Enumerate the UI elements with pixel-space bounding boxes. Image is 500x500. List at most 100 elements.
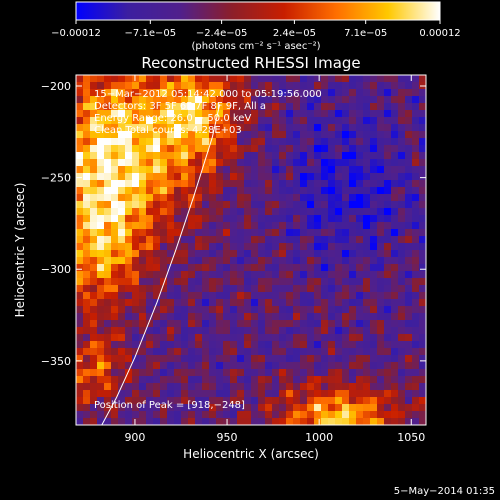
- heatmap-cell: [153, 82, 161, 90]
- heatmap-cell: [356, 201, 364, 209]
- heatmap-cell: [398, 215, 406, 223]
- heatmap-cell: [293, 194, 301, 202]
- heatmap-cell: [307, 103, 315, 111]
- heatmap-cell: [223, 411, 231, 419]
- heatmap-cell: [202, 117, 210, 125]
- heatmap-cell: [181, 173, 189, 181]
- heatmap-cell: [391, 180, 399, 188]
- heatmap-cell: [223, 292, 231, 300]
- heatmap-cell: [76, 215, 84, 223]
- heatmap-cell: [398, 278, 406, 286]
- heatmap-cell: [146, 327, 154, 335]
- heatmap-cell: [251, 292, 259, 300]
- heatmap-cell: [335, 180, 343, 188]
- heatmap-cell: [160, 89, 168, 97]
- heatmap-cell: [384, 138, 392, 146]
- heatmap-cell: [321, 404, 329, 412]
- heatmap-cell: [83, 257, 91, 265]
- heatmap-cell: [146, 96, 154, 104]
- heatmap-cell: [202, 355, 210, 363]
- heatmap-cell: [160, 404, 168, 412]
- heatmap-cell: [377, 180, 385, 188]
- heatmap-cell: [286, 201, 294, 209]
- heatmap-cell: [118, 131, 126, 139]
- heatmap-cell: [258, 299, 266, 307]
- heatmap-cell: [104, 278, 112, 286]
- heatmap-cell: [230, 327, 238, 335]
- heatmap-cell: [363, 229, 371, 237]
- heatmap-cell: [265, 75, 273, 83]
- heatmap-cell: [377, 222, 385, 230]
- heatmap-cell: [279, 131, 287, 139]
- heatmap-cell: [314, 355, 322, 363]
- heatmap-cell: [272, 264, 280, 272]
- heatmap-cell: [335, 369, 343, 377]
- heatmap-cell: [265, 355, 273, 363]
- heatmap-cell: [251, 250, 259, 258]
- heatmap-cell: [118, 418, 126, 425]
- heatmap-cell: [97, 173, 105, 181]
- heatmap-cell: [174, 257, 182, 265]
- heatmap-cell: [223, 152, 231, 160]
- heatmap-cell: [279, 313, 287, 321]
- heatmap-cell: [286, 320, 294, 328]
- heatmap-cell: [118, 201, 126, 209]
- heatmap-cell: [174, 131, 182, 139]
- heatmap-cell: [125, 376, 133, 384]
- heatmap-cell: [223, 208, 231, 216]
- heatmap-cell: [356, 180, 364, 188]
- heatmap-cell: [223, 173, 231, 181]
- heatmap-cell: [230, 117, 238, 125]
- heatmap-cell: [391, 229, 399, 237]
- heatmap-cell: [307, 299, 315, 307]
- heatmap-cell: [104, 362, 112, 370]
- heatmap-cell: [104, 376, 112, 384]
- heatmap-cell: [97, 292, 105, 300]
- heatmap-cell: [300, 75, 308, 83]
- heatmap-cell: [251, 222, 259, 230]
- heatmap-cell: [111, 215, 119, 223]
- heatmap-cell: [237, 236, 245, 244]
- heatmap-cell: [321, 222, 329, 230]
- heatmap-cell: [97, 187, 105, 195]
- heatmap-cell: [265, 138, 273, 146]
- heatmap-cell: [146, 341, 154, 349]
- heatmap-cell: [370, 355, 378, 363]
- heatmap-cell: [244, 355, 252, 363]
- heatmap-cell: [398, 180, 406, 188]
- heatmap-cell: [90, 383, 98, 391]
- heatmap-cell: [125, 355, 133, 363]
- heatmap-cell: [412, 173, 420, 181]
- heatmap-cell: [223, 103, 231, 111]
- heatmap-cell: [90, 285, 98, 293]
- heatmap-cell: [83, 173, 91, 181]
- heatmap-cell: [321, 89, 329, 97]
- heatmap-cell: [125, 187, 133, 195]
- heatmap-cell: [195, 173, 203, 181]
- heatmap-cell: [335, 229, 343, 237]
- heatmap-cell: [293, 103, 301, 111]
- heatmap-cell: [265, 397, 273, 405]
- heatmap-cell: [230, 362, 238, 370]
- heatmap-cell: [251, 201, 259, 209]
- heatmap-cell: [293, 201, 301, 209]
- heatmap-cell: [384, 313, 392, 321]
- heatmap-cell: [202, 152, 210, 160]
- heatmap-cell: [188, 285, 196, 293]
- heatmap-cell: [132, 369, 140, 377]
- heatmap-cell: [412, 159, 420, 167]
- heatmap-cell: [181, 341, 189, 349]
- heatmap-cell: [335, 208, 343, 216]
- heatmap-cell: [230, 243, 238, 251]
- heatmap-cell: [258, 362, 266, 370]
- heatmap-cell: [125, 348, 133, 356]
- heatmap-cell: [300, 82, 308, 90]
- heatmap-cell: [251, 131, 259, 139]
- heatmap-cell: [230, 208, 238, 216]
- heatmap-cell: [76, 404, 84, 412]
- heatmap-cell: [272, 180, 280, 188]
- heatmap-cell: [125, 131, 133, 139]
- heatmap-cell: [125, 313, 133, 321]
- heatmap-cell: [83, 152, 91, 160]
- heatmap-cell: [314, 411, 322, 419]
